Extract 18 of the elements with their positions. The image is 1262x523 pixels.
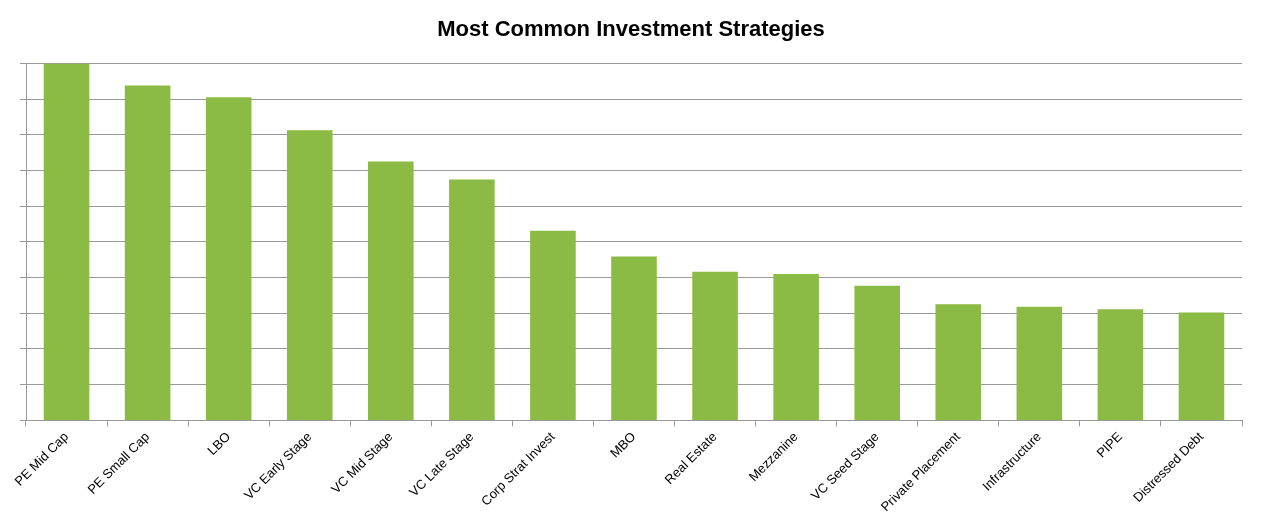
chart-title: Most Common Investment Strategies <box>437 16 825 42</box>
bar <box>368 161 414 420</box>
bar <box>124 85 171 420</box>
x-tick-label: LBO <box>204 428 234 458</box>
bar <box>449 179 495 420</box>
bar <box>773 274 819 420</box>
bar <box>611 256 657 420</box>
bar <box>286 130 333 420</box>
bar <box>935 304 982 420</box>
bar <box>1016 306 1063 420</box>
bar <box>1097 309 1144 420</box>
bar <box>530 230 576 420</box>
bar <box>205 97 252 420</box>
bar <box>692 271 738 420</box>
bar <box>854 285 900 420</box>
bar <box>1178 312 1225 420</box>
bar <box>43 63 90 420</box>
x-tick-label: PE Mid Cap <box>11 428 72 489</box>
